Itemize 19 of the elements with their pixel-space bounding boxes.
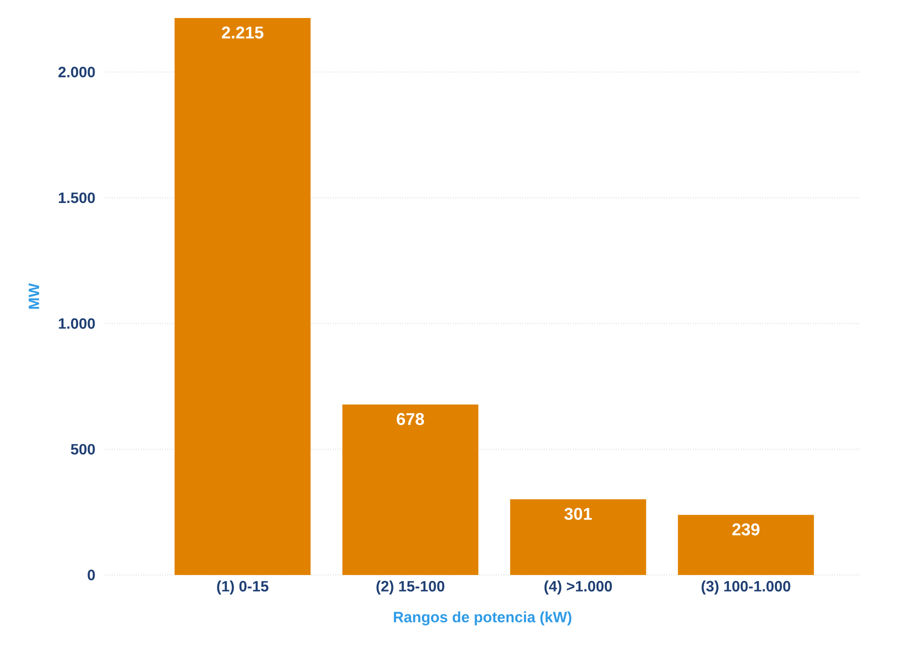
bar: [174, 18, 311, 575]
data-label: 678: [396, 413, 424, 426]
data-label: 301: [564, 508, 592, 520]
x-tick-label: (3) 100-1.000: [702, 580, 790, 594]
x-tick-label: (4) >1.000: [544, 580, 612, 594]
bar: [678, 514, 814, 575]
y-tick-label: 1.000: [58, 318, 95, 329]
x-axis-title: Rangos de potencia (kW): [394, 611, 572, 626]
x-tick-label: (2) 15-100: [376, 580, 444, 594]
bar: [342, 404, 478, 575]
y-tick-label: 500: [70, 444, 95, 455]
x-tick-label: (1) 0-15: [217, 580, 268, 594]
bar: [510, 499, 646, 575]
data-label: 2.215: [222, 26, 264, 39]
y-tick-label: 0: [88, 570, 95, 580]
y-tick-label: 2.000: [58, 66, 95, 78]
y-tick-label: 1.500: [58, 192, 95, 204]
y-axis-title: MW: [28, 283, 40, 309]
data-label: 239: [732, 523, 760, 536]
